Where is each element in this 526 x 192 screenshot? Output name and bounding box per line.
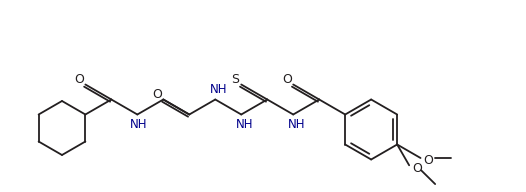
Text: NH: NH	[288, 118, 305, 131]
Text: O: O	[75, 73, 84, 86]
Text: NH: NH	[129, 118, 147, 131]
Text: O: O	[153, 88, 162, 101]
Text: O: O	[282, 73, 292, 86]
Text: O: O	[423, 153, 433, 166]
Text: NH: NH	[236, 118, 253, 131]
Text: O: O	[412, 162, 422, 175]
Text: NH: NH	[209, 83, 227, 96]
Text: S: S	[231, 73, 239, 86]
